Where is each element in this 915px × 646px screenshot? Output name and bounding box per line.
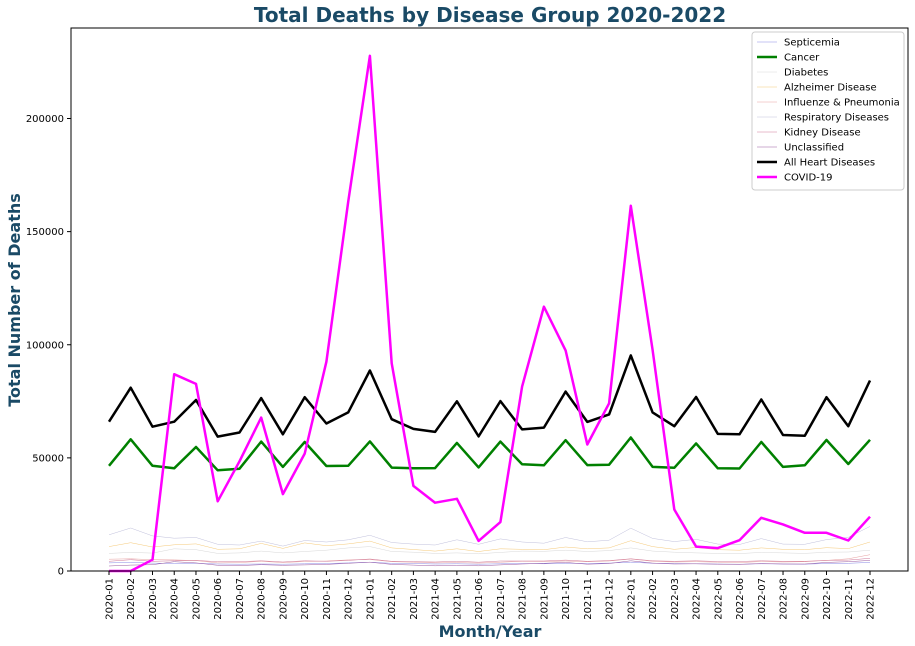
axes-layer: 0 50000 100000 150000 200000 2020-01 2020-02 20… <box>26 27 909 620</box>
x-tick-label: 2022-04 <box>692 578 703 620</box>
legend-label: Kidney Disease <box>784 128 861 139</box>
legend: Septicemia Cancer Diabetes Alzheimer Diseas… <box>751 31 905 191</box>
x-tick-label: 2022-09 <box>800 578 811 620</box>
legend-label: Septicemia <box>784 38 840 49</box>
x-tick-label: 2021-06 <box>474 578 485 620</box>
y-tick-label: 100000 <box>26 340 64 351</box>
chart-title: Total Deaths by Disease Group 2020-2022 <box>254 3 726 27</box>
x-tick-label: 2022-12 <box>866 578 877 620</box>
series-line-influenze-pneumonia <box>108 554 871 564</box>
x-tick-label: 2020-09 <box>278 578 289 620</box>
x-tick-label: 2021-04 <box>431 578 442 620</box>
x-tick-label: 2022-08 <box>779 578 790 620</box>
x-tick-label: 2021-01 <box>365 578 376 620</box>
x-tick-label: 2021-12 <box>605 578 616 620</box>
x-tick-label: 2020-01 <box>105 578 116 620</box>
legend-label: Respiratory Diseases <box>784 113 889 124</box>
legend-label: All Heart Diseases <box>784 158 875 169</box>
y-tick-label: 0 <box>58 567 64 578</box>
legend-label: Cancer <box>784 53 820 64</box>
x-tick-label: 2021-09 <box>539 578 550 620</box>
series-line-respiratory-diseases <box>108 526 871 547</box>
x-tick-label: 2020-06 <box>213 578 224 620</box>
x-tick-label: 2020-11 <box>322 578 333 620</box>
series-layer <box>107 54 872 573</box>
x-tick-label: 2020-02 <box>126 578 137 620</box>
x-tick-label: 2022-02 <box>648 578 659 620</box>
y-axis-label: Total Number of Deaths <box>5 193 24 407</box>
x-tick-label: 2021-07 <box>496 578 507 620</box>
series-line-cancer <box>108 436 871 472</box>
x-axis-label: Month/Year <box>439 622 542 641</box>
y-tick-label: 50000 <box>32 453 64 464</box>
x-tick-label: 2022-07 <box>757 578 768 620</box>
x-tick-label: 2020-04 <box>170 578 181 620</box>
plot-frame <box>70 27 909 572</box>
x-tick-label: 2021-05 <box>452 578 463 620</box>
x-tick-label: 2022-11 <box>844 578 855 620</box>
x-tick-label: 2020-08 <box>257 578 268 620</box>
x-tick-label: 2020-07 <box>235 578 246 620</box>
series-line-diabetes <box>108 546 871 555</box>
legend-label: Diabetes <box>784 68 828 79</box>
x-tick-label: 2021-02 <box>387 578 398 620</box>
series-line-covid-19 <box>109 54 871 573</box>
x-tick-label: 2020-03 <box>148 578 159 620</box>
x-tick-label: 2022-01 <box>626 578 637 620</box>
series-line-all-heart-diseases <box>107 354 872 438</box>
x-tick-label: 2022-03 <box>670 578 681 620</box>
series-line-alzheimer-disease <box>108 540 871 552</box>
x-tick-label: 2020-05 <box>192 578 203 620</box>
legend-label: Alzheimer Disease <box>784 83 877 94</box>
x-tick-label: 2022-06 <box>735 578 746 620</box>
x-tick-label: 2021-08 <box>518 578 529 620</box>
y-tick-label: 150000 <box>26 227 64 238</box>
series-line-kidney-disease <box>108 558 871 563</box>
x-tick-label: 2022-05 <box>713 578 724 620</box>
y-tick-label: 200000 <box>26 114 64 125</box>
x-tick-label: 2022-10 <box>822 578 833 620</box>
x-tick-label: 2021-11 <box>583 578 594 620</box>
legend-label: COVID-19 <box>784 173 833 184</box>
x-tick-label: 2021-03 <box>409 578 420 620</box>
legend-label: Unclassified <box>784 143 844 154</box>
series-line-unclassified <box>108 560 871 567</box>
x-tick-label: 2020-12 <box>344 578 355 620</box>
legend-box <box>751 31 905 191</box>
legend-label: Influenze & Pneumonia <box>784 98 900 109</box>
x-tick-label: 2021-10 <box>561 578 572 620</box>
x-tick-label: 2020-10 <box>300 578 311 620</box>
